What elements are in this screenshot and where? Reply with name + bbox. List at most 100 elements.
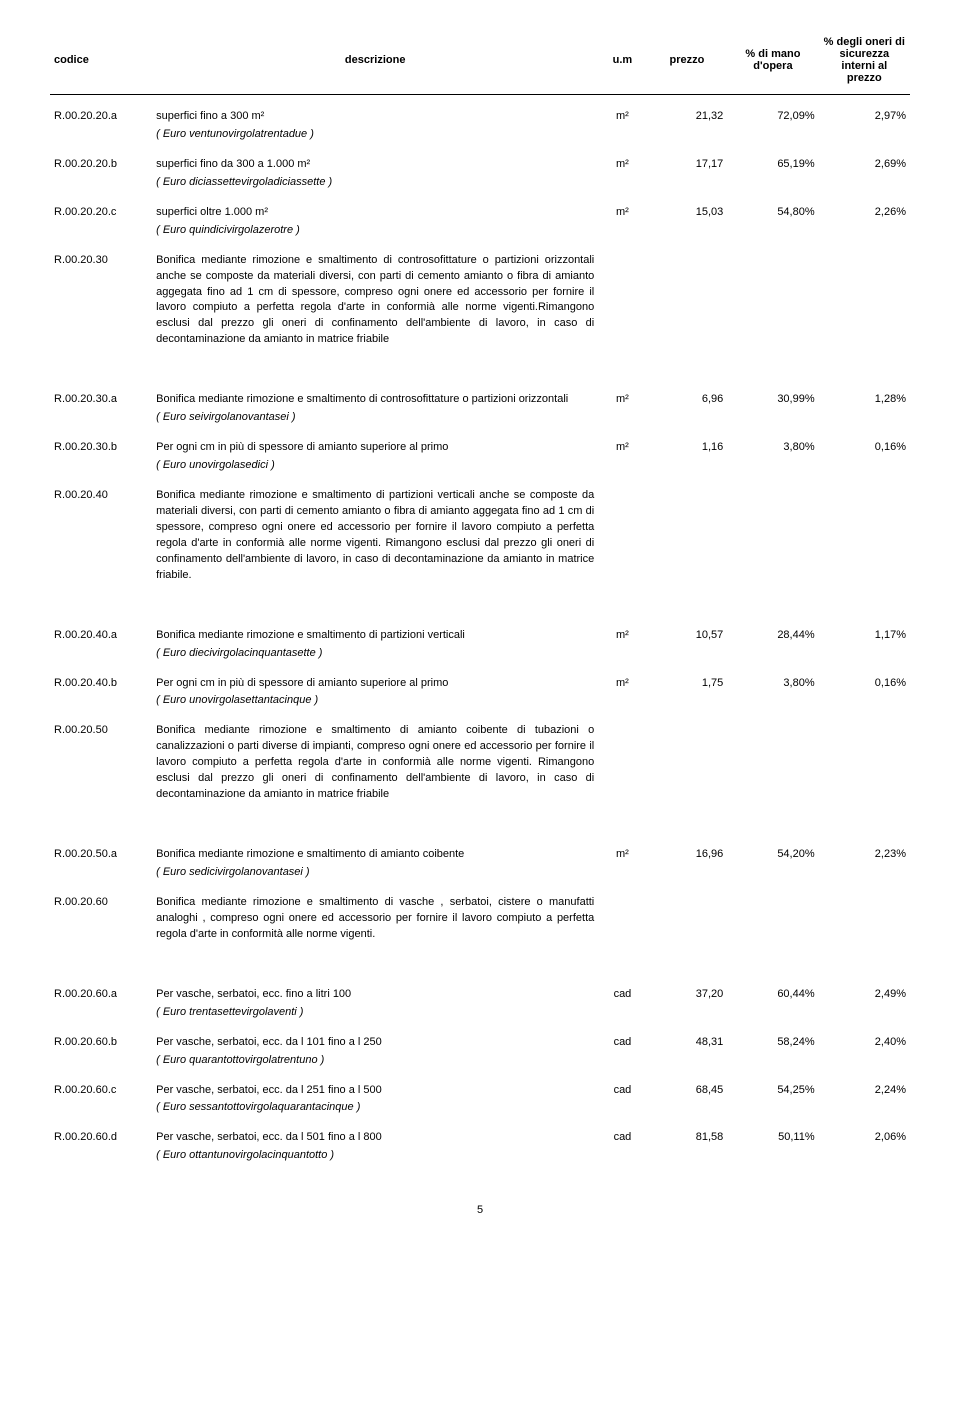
table-body: R.00.20.20.asuperfici fino a 300 m²( Eur…: [50, 95, 910, 1165]
cell-sicurezza: [819, 709, 910, 803]
cell-code: R.00.20.40: [50, 474, 152, 584]
cell-um: cad: [598, 1069, 646, 1117]
table-row: R.00.20.50.aBonifica mediante rimozione …: [50, 833, 910, 881]
cell-description: Bonifica mediante rimozione e smaltiment…: [152, 378, 598, 426]
cell-sicurezza: 2,69%: [819, 143, 910, 191]
cell-sicurezza: 2,23%: [819, 833, 910, 881]
cell-prezzo: 81,58: [647, 1116, 728, 1164]
table-row: R.00.20.40.aBonifica mediante rimozione …: [50, 614, 910, 662]
table-row: R.00.20.30Bonifica mediante rimozione e …: [50, 239, 910, 349]
cell-code: R.00.20.20.a: [50, 95, 152, 143]
euro-words: ( Euro sedicivirgolanovantasei ): [156, 865, 594, 881]
euro-words: ( Euro ottantunovirgolacinquantotto ): [156, 1148, 594, 1164]
cell-prezzo: 16,96: [647, 833, 728, 881]
cell-prezzo: 37,20: [647, 973, 728, 1021]
cell-description: superfici fino a 300 m²( Euro ventunovir…: [152, 95, 598, 143]
cell-sicurezza: 2,06%: [819, 1116, 910, 1164]
cell-um: cad: [598, 1021, 646, 1069]
cell-description: Per ogni cm in più di spessore di amiant…: [152, 662, 598, 710]
cell-code: R.00.20.60.b: [50, 1021, 152, 1069]
cell-sicurezza: [819, 239, 910, 349]
cell-prezzo: 1,75: [647, 662, 728, 710]
cell-mano: [727, 881, 818, 943]
spacer-row: [50, 803, 910, 833]
cell-code: R.00.20.40.b: [50, 662, 152, 710]
cell-mano: 72,09%: [727, 95, 818, 143]
description-text: Per vasche, serbatoi, ecc. da l 101 fino…: [156, 1036, 382, 1048]
table-row: R.00.20.60.cPer vasche, serbatoi, ecc. d…: [50, 1069, 910, 1117]
cell-description: Per ogni cm in più di spessore di amiant…: [152, 426, 598, 474]
cell-description: Bonifica mediante rimozione e smaltiment…: [152, 881, 598, 943]
table-row: R.00.20.50Bonifica mediante rimozione e …: [50, 709, 910, 803]
spacer-row: [50, 584, 910, 614]
cell-sicurezza: 2,26%: [819, 191, 910, 239]
table-row: R.00.20.60.aPer vasche, serbatoi, ecc. f…: [50, 973, 910, 1021]
euro-words: ( Euro sessantottovirgolaquarantacinque …: [156, 1100, 594, 1116]
cell-mano: 3,80%: [727, 426, 818, 474]
description-text: superfici oltre 1.000 m²: [156, 206, 268, 218]
cell-code: R.00.20.60: [50, 881, 152, 943]
cell-sicurezza: [819, 881, 910, 943]
cell-um: m²: [598, 833, 646, 881]
cell-prezzo: 68,45: [647, 1069, 728, 1117]
cell-sicurezza: [819, 474, 910, 584]
cell-mano: 65,19%: [727, 143, 818, 191]
description-text: Bonifica mediante rimozione e smaltiment…: [156, 629, 465, 641]
cell-mano: 28,44%: [727, 614, 818, 662]
cell-prezzo: 6,96: [647, 378, 728, 426]
cell-prezzo: [647, 474, 728, 584]
description-text: superfici fino da 300 a 1.000 m²: [156, 158, 310, 170]
cell-description: Bonifica mediante rimozione e smaltiment…: [152, 833, 598, 881]
cell-mano: 58,24%: [727, 1021, 818, 1069]
cell-prezzo: 15,03: [647, 191, 728, 239]
description-text: Bonifica mediante rimozione e smaltiment…: [156, 724, 594, 800]
table-row: R.00.20.20.bsuperfici fino da 300 a 1.00…: [50, 143, 910, 191]
cell-sicurezza: 0,16%: [819, 426, 910, 474]
cell-prezzo: 1,16: [647, 426, 728, 474]
cell-mano: 54,25%: [727, 1069, 818, 1117]
cell-um: m²: [598, 378, 646, 426]
cell-um: m²: [598, 614, 646, 662]
description-text: Per ogni cm in più di spessore di amiant…: [156, 441, 448, 453]
cell-description: superfici oltre 1.000 m²( Euro quindiciv…: [152, 191, 598, 239]
cell-prezzo: 21,32: [647, 95, 728, 143]
description-text: Bonifica mediante rimozione e smaltiment…: [156, 896, 594, 940]
cell-mano: [727, 474, 818, 584]
euro-words: ( Euro trentasettevirgolaventi ): [156, 1005, 594, 1021]
cell-mano: [727, 709, 818, 803]
cell-code: R.00.20.20.b: [50, 143, 152, 191]
description-text: Bonifica mediante rimozione e smaltiment…: [156, 848, 464, 860]
cell-mano: 3,80%: [727, 662, 818, 710]
cell-description: Bonifica mediante rimozione e smaltiment…: [152, 474, 598, 584]
cell-description: Per vasche, serbatoi, ecc. da l 251 fino…: [152, 1069, 598, 1117]
cell-um: m²: [598, 426, 646, 474]
cell-um: [598, 881, 646, 943]
cell-sicurezza: 2,49%: [819, 973, 910, 1021]
description-text: Bonifica mediante rimozione e smaltiment…: [156, 393, 568, 405]
cell-sicurezza: 1,28%: [819, 378, 910, 426]
cell-mano: 50,11%: [727, 1116, 818, 1164]
cell-prezzo: [647, 709, 728, 803]
table-row: R.00.20.40Bonifica mediante rimozione e …: [50, 474, 910, 584]
header-prezzo: prezzo: [647, 30, 728, 95]
table-row: R.00.20.20.csuperfici oltre 1.000 m²( Eu…: [50, 191, 910, 239]
euro-words: ( Euro diciassettevirgoladiciassette ): [156, 175, 594, 191]
description-text: Bonifica mediante rimozione e smaltiment…: [156, 254, 594, 346]
header-mano: % di mano d'opera: [727, 30, 818, 95]
euro-words: ( Euro unovirgolasettantacinque ): [156, 693, 594, 709]
cell-description: superfici fino da 300 a 1.000 m² ( Euro d…: [152, 143, 598, 191]
cell-description: Per vasche, serbatoi, ecc. da l 101 fino…: [152, 1021, 598, 1069]
table-row: R.00.20.60Bonifica mediante rimozione e …: [50, 881, 910, 943]
cell-um: cad: [598, 1116, 646, 1164]
cell-mano: 30,99%: [727, 378, 818, 426]
cell-mano: 54,20%: [727, 833, 818, 881]
cell-code: R.00.20.20.c: [50, 191, 152, 239]
cell-mano: [727, 239, 818, 349]
euro-words: ( Euro diecivirgolacinquantasette ): [156, 646, 594, 662]
cell-um: m²: [598, 95, 646, 143]
cell-sicurezza: 1,17%: [819, 614, 910, 662]
cell-sicurezza: 2,97%: [819, 95, 910, 143]
cell-mano: 54,80%: [727, 191, 818, 239]
description-text: Bonifica mediante rimozione e smaltiment…: [156, 489, 594, 581]
header-descrizione: descrizione: [152, 30, 598, 95]
